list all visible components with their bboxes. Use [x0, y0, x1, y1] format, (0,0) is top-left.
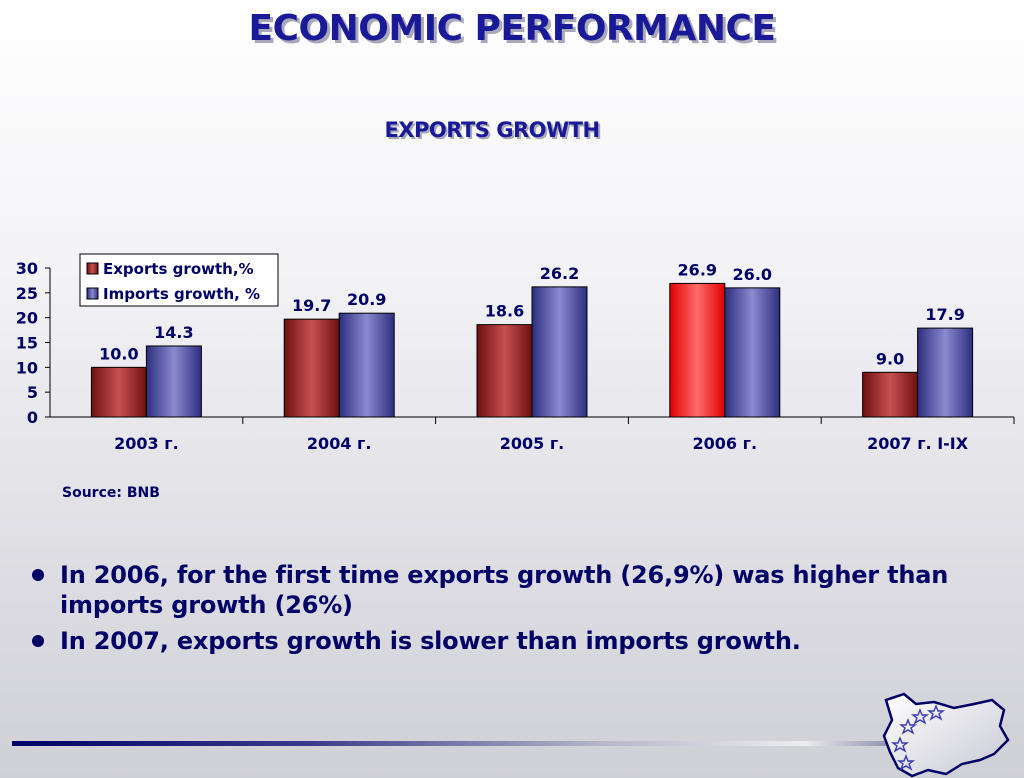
chart-axes: 0 5 10 15 20 25 30 — [16, 259, 1015, 427]
y-tick-label: 20 — [16, 309, 38, 328]
bullet-text: In 2007, exports growth is slower than i… — [60, 627, 801, 655]
exports-bar — [90, 366, 147, 418]
y-tick-label: 0 — [27, 408, 38, 427]
legend-box — [79, 253, 279, 307]
chart-data-labels: 10.0 14.3 19.7 20.9 18.6 26.2 26.9 26.0 9.0 17.9 — [99, 260, 965, 368]
source-note: Source: BNB — [62, 485, 160, 501]
exports-bar — [476, 324, 533, 418]
exports-data-label: 10.0 — [99, 344, 138, 363]
chart-legend: Exports growth,% Imports growth, % — [79, 253, 279, 307]
bulgaria-map-logo-icon — [882, 692, 1010, 778]
chart-bars — [90, 282, 974, 418]
exports-data-label: 18.6 — [485, 302, 524, 321]
imports-data-label: 20.9 — [347, 290, 386, 309]
bullet-item: In 2007, exports growth is slower than i… — [32, 626, 992, 656]
imports-data-label: 26.2 — [540, 264, 579, 283]
exports-bar — [862, 371, 919, 418]
imports-bar — [145, 345, 202, 418]
chart-x-tick-labels: 2003 г. 2004 г. 2005 г. 2006 г. 2007 г. I-IX — [114, 434, 969, 453]
exports-data-label: 19.7 — [292, 296, 331, 315]
exports-bar — [669, 282, 726, 418]
imports-bar — [338, 312, 395, 418]
x-tick-label: 2005 г. — [500, 434, 565, 453]
x-tick-label: 2007 г. I-IX — [867, 434, 969, 453]
y-tick-label: 10 — [16, 358, 38, 377]
imports-data-label: 14.3 — [154, 323, 193, 342]
exports-data-label: 26.9 — [678, 260, 717, 279]
bullet-text: In 2006, for the first time exports grow… — [60, 561, 949, 619]
legend-label: Exports growth,% — [103, 260, 254, 278]
exports-bar — [283, 318, 340, 418]
x-tick-label: 2006 г. — [693, 434, 758, 453]
legend-swatch-exports — [86, 262, 99, 275]
x-tick-label: 2003 г. — [114, 434, 179, 453]
y-tick-label: 5 — [27, 383, 38, 402]
imports-data-label: 26.0 — [733, 265, 772, 284]
legend-label: Imports growth, % — [103, 285, 260, 303]
bullet-list: In 2006, for the first time exports grow… — [32, 560, 992, 662]
bullet-item: In 2006, for the first time exports grow… — [32, 560, 992, 620]
chart-subtitle: EXPORTS GROWTH — [384, 118, 600, 142]
exports-imports-bar-chart: 0 5 10 15 20 25 30 10.0 14.3 19.7 20.9 18.6 26.2 26.… — [16, 253, 1015, 453]
x-tick-label: 2004 г. — [307, 434, 372, 453]
imports-data-label: 17.9 — [925, 305, 964, 324]
legend-swatch-imports — [86, 287, 99, 300]
bullet-dot-icon — [32, 569, 44, 581]
exports-data-label: 9.0 — [876, 349, 904, 368]
bullet-dot-icon — [32, 635, 44, 647]
imports-bar — [917, 327, 974, 418]
imports-bar — [531, 286, 588, 418]
slide-title: ECONOMIC PERFORMANCE — [248, 8, 776, 49]
imports-bar — [724, 287, 781, 418]
y-tick-label: 25 — [16, 284, 38, 303]
footer-divider — [12, 741, 1002, 746]
y-tick-label: 30 — [16, 259, 38, 278]
y-tick-label: 15 — [16, 334, 38, 353]
